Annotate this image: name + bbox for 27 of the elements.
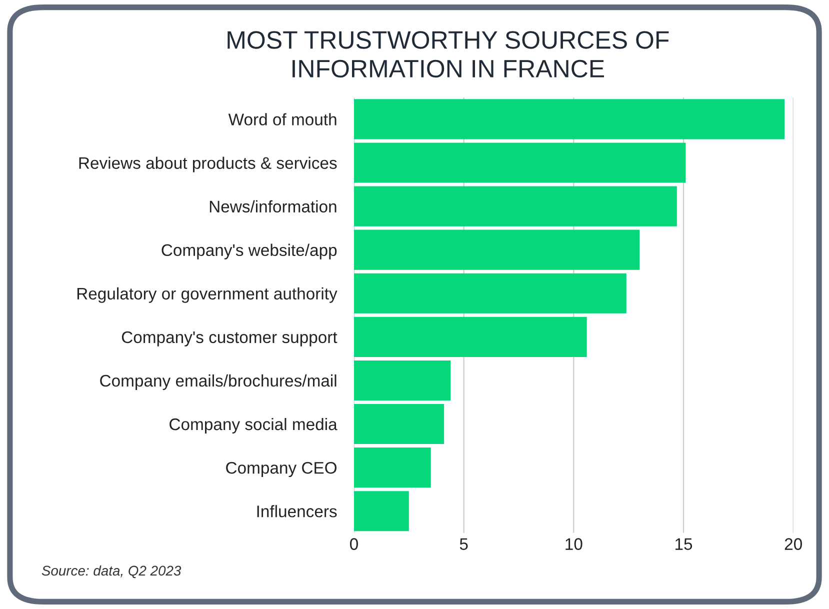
bar (354, 99, 785, 140)
bar (354, 186, 677, 226)
y-tick-label: Regulatory or government authority (77, 287, 338, 303)
bar (354, 142, 686, 183)
bar (354, 273, 626, 314)
bar (354, 491, 409, 532)
x-tick-label: 15 (676, 538, 692, 550)
bar (354, 230, 640, 270)
y-tick-label: Company social media (170, 418, 338, 434)
x-tick-label: 20 (784, 538, 802, 550)
x-tick-label: 10 (566, 538, 582, 550)
bar (354, 404, 444, 444)
y-tick-label: Company CEO (226, 462, 337, 478)
bar (354, 360, 451, 401)
bar (354, 448, 431, 488)
source-note: Source: data, Q2 2023 (42, 565, 182, 578)
y-tick-label: News/information (210, 200, 336, 212)
chart-title: MOST TRUSTWORTHY SOURCES OF INFORMATION IN FRANCE (228, 31, 669, 78)
y-tick-label: Company's website/app (162, 244, 337, 260)
y-tick-label: Company's customer support (122, 331, 338, 346)
y-tick-label: Reviews about products & services (79, 156, 337, 172)
y-tick-label: Company emails/brochures/mail (100, 374, 336, 390)
y-tick-label: Influencers (257, 505, 337, 518)
x-tick-label: 5 (460, 538, 468, 550)
y-tick-label: Word of mouth (228, 113, 336, 126)
x-tick-label: 0 (350, 538, 358, 550)
bar (354, 316, 587, 357)
